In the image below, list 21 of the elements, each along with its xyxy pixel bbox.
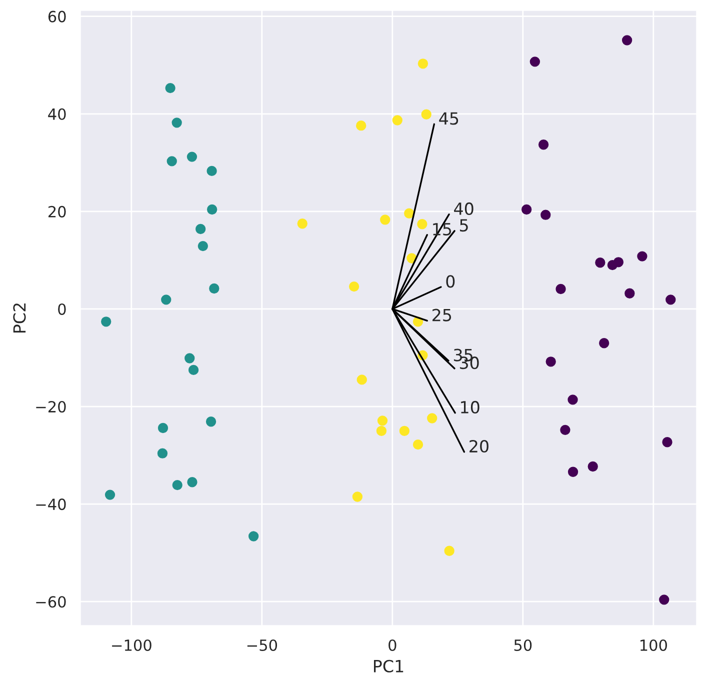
- y-tick-label: −60: [36, 596, 66, 608]
- x-tick-label: 0: [388, 639, 396, 652]
- x-tick-label: 100: [640, 639, 667, 652]
- y-tick-label: 20: [48, 206, 66, 218]
- x-tick-label: 50: [514, 639, 532, 652]
- y-tick-label: −20: [36, 400, 66, 413]
- series-label: 25: [432, 308, 452, 322]
- y-tick-label: 0: [58, 303, 66, 315]
- y-axis-title: PC2: [13, 304, 26, 333]
- y-tick-label: −40: [36, 498, 66, 510]
- series-label: 40: [454, 202, 474, 216]
- series-label: 45: [439, 112, 458, 125]
- series-label: 5: [460, 219, 468, 232]
- y-tick-label: 40: [48, 108, 66, 120]
- series-label: 0: [446, 275, 455, 288]
- x-tick-label: −50: [247, 639, 278, 652]
- series-label: 20: [470, 440, 488, 453]
- y-tick-label: 60: [48, 10, 66, 22]
- x-axis-title: PC1: [374, 660, 404, 672]
- x-tick-label: −100: [112, 639, 152, 652]
- series-label: 10: [461, 400, 480, 414]
